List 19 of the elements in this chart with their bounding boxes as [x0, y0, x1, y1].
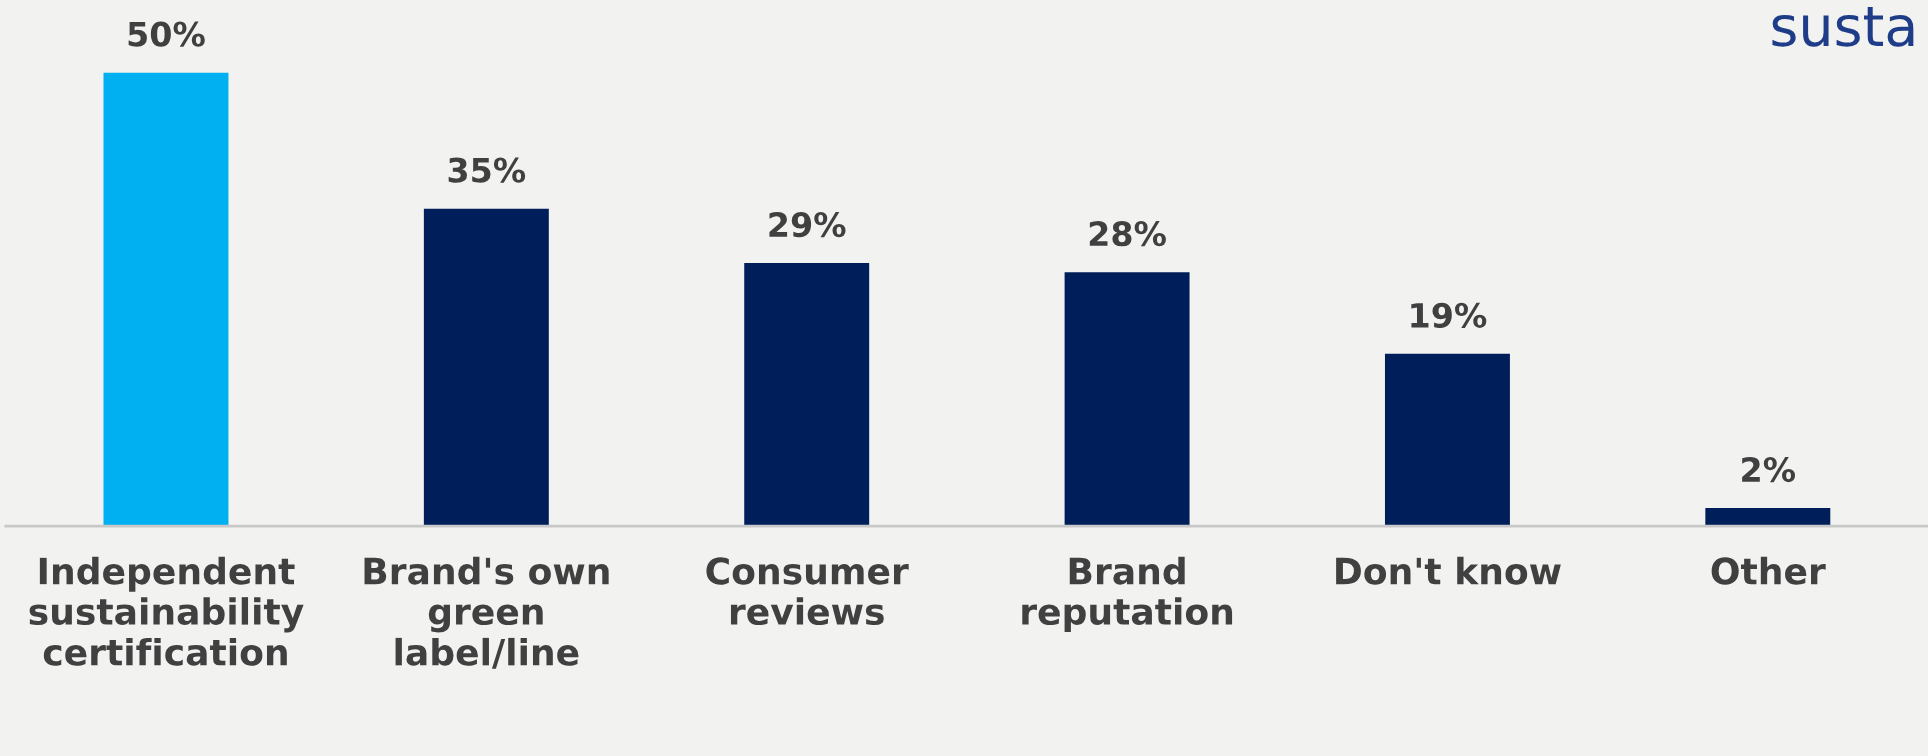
data-label: 50% [128, 21, 205, 47]
text: susta [1772, 6, 1914, 47]
bar [423, 208, 549, 527]
x-tick-label: Consumer reviews [706, 557, 909, 626]
x-tick-label: Brand's own green label/line [364, 556, 609, 669]
bar [744, 263, 870, 527]
x-tick-label: Brand reputation [1022, 556, 1233, 633]
data-label: 19% [1411, 302, 1487, 328]
bar [103, 72, 229, 527]
x-tick-label: Independent sustainability certification [29, 556, 304, 666]
bar [1064, 272, 1190, 527]
data-label: 29% [769, 211, 846, 238]
data-label: 2% [1742, 456, 1796, 483]
x-tick-label: Other [1711, 556, 1826, 585]
bar [1384, 353, 1510, 527]
data-label: 35% [448, 157, 526, 183]
data-label: 28% [1089, 221, 1166, 247]
x-tick-label: Don't know [1336, 556, 1561, 585]
bar [1705, 508, 1831, 527]
